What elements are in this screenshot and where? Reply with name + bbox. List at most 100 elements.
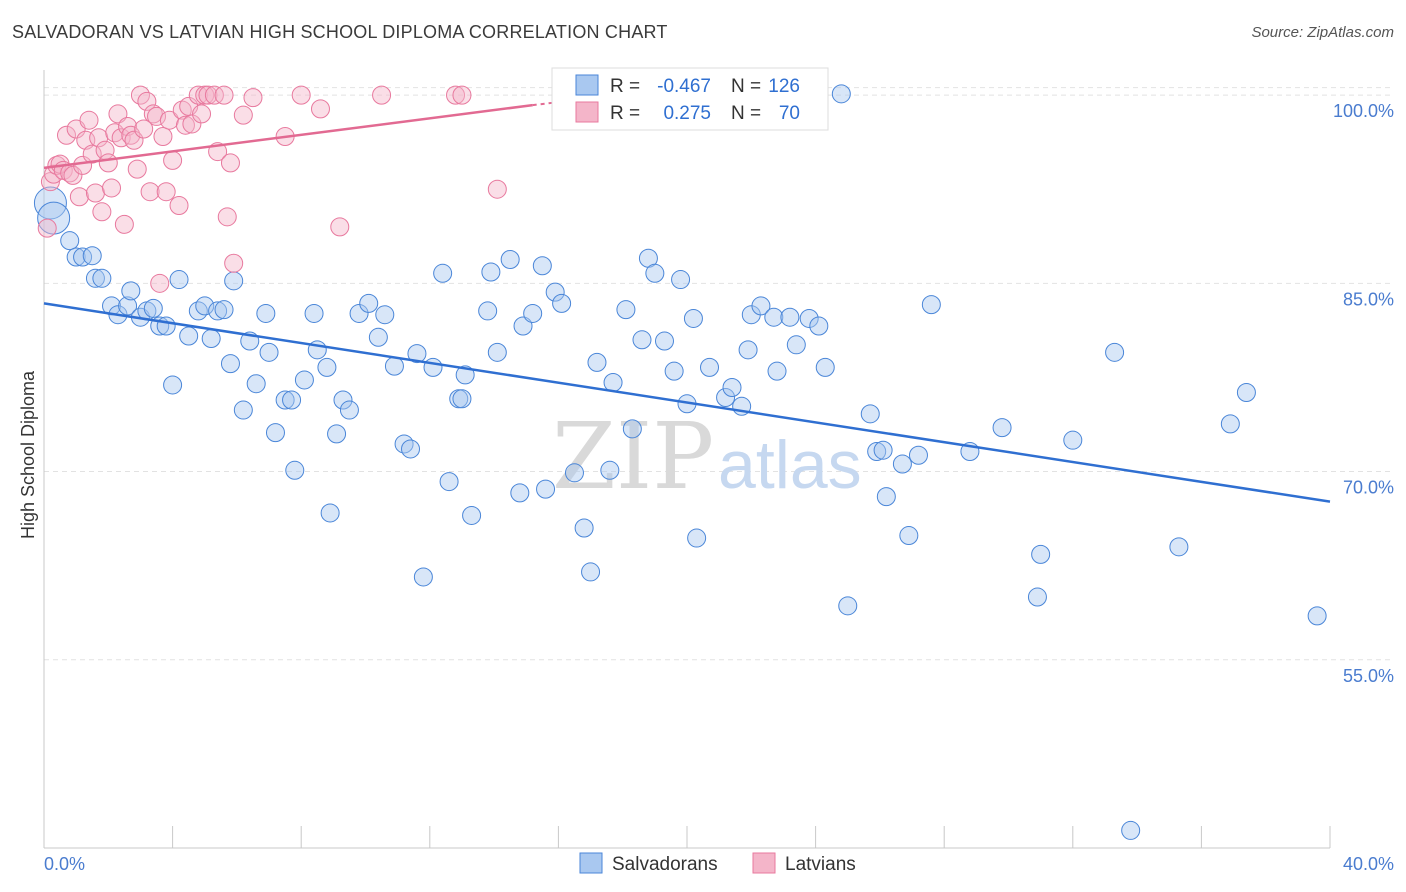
latvian-point xyxy=(150,273,170,293)
salvadoran-point xyxy=(265,423,285,443)
latvian-point xyxy=(79,110,99,130)
latvian-point xyxy=(147,106,167,126)
salvadoran-point xyxy=(1121,820,1141,840)
salvadoran-point xyxy=(510,483,530,503)
latvian-point xyxy=(140,182,160,202)
salvadoran-point xyxy=(700,357,720,377)
legend-r-value-1: -0.467 xyxy=(657,76,711,97)
salvadoran-point xyxy=(767,361,787,381)
salvadoran-point xyxy=(867,441,887,461)
legend-r-label-1: R = xyxy=(610,76,640,97)
latvian-point xyxy=(92,202,112,222)
salvadoran-point xyxy=(860,404,880,424)
legend-salvadorans-label: Salvadorans xyxy=(612,854,718,875)
latvian-point xyxy=(198,85,218,105)
stats-legend: R = -0.467 N = 126 R = 0.275 N = 70 xyxy=(551,67,829,131)
legend-swatch-blue xyxy=(575,74,599,96)
salvadoran-point xyxy=(121,281,141,301)
salvadoran-point xyxy=(195,296,215,316)
latvians-trend-line xyxy=(43,103,533,170)
salvadoran-point xyxy=(317,357,337,377)
salvadoran-point xyxy=(60,231,80,251)
latvian-point xyxy=(169,196,189,216)
salvadoran-point xyxy=(616,300,636,320)
y-tick-label: 55.0% xyxy=(1343,666,1394,686)
salvadoran-point xyxy=(462,505,482,525)
legend-n-label-2: N = xyxy=(731,103,761,124)
salvadoran-point xyxy=(320,503,340,523)
salvadoran-point xyxy=(256,303,276,323)
salvadoran-point xyxy=(738,340,758,360)
salvadoran-point xyxy=(523,303,543,323)
salvadoran-point xyxy=(1220,414,1240,434)
salvadoran-point xyxy=(632,330,652,350)
salvadoran-point xyxy=(163,375,183,395)
salvadoran-point xyxy=(992,418,1012,438)
salvadoran-point xyxy=(394,434,414,454)
latvian-point xyxy=(175,115,195,135)
salvadoran-point xyxy=(876,487,896,507)
salvadoran-point xyxy=(908,445,928,465)
salvadoran-point xyxy=(294,370,314,390)
latvian-point xyxy=(134,119,154,139)
salvadoran-point xyxy=(282,390,302,410)
legend-latvians-swatch xyxy=(752,852,776,874)
salvadoran-point xyxy=(143,298,163,318)
salvadoran-point xyxy=(564,463,584,483)
salvadoran-point xyxy=(751,296,771,316)
salvadoran-point xyxy=(574,518,594,538)
salvadoran-point xyxy=(873,440,893,460)
salvadoran-point xyxy=(169,270,189,290)
salvadoran-point xyxy=(921,295,941,315)
latvian-point xyxy=(204,85,224,105)
salvadoran-point xyxy=(1031,544,1051,564)
salvadoran-point xyxy=(82,246,102,266)
salvadoran-point xyxy=(275,390,295,410)
salvadoran-point xyxy=(532,256,552,276)
salvadoran-point xyxy=(375,305,395,325)
salvadoran-point xyxy=(654,331,674,351)
source-label: Source: ZipAtlas.com xyxy=(1251,24,1394,41)
latvian-point xyxy=(214,85,234,105)
latvian-point xyxy=(446,85,466,105)
salvadoran-point xyxy=(214,300,234,320)
salvadoran-point xyxy=(179,326,199,346)
salvadoran-point xyxy=(1027,587,1047,607)
salvadoran-point xyxy=(622,419,642,439)
salvadoran-point xyxy=(603,372,623,392)
legend-swatch-pink xyxy=(575,101,599,123)
y-tick-label: 100.0% xyxy=(1333,101,1394,121)
salvadoran-point xyxy=(359,293,379,313)
salvadoran-point xyxy=(85,268,105,288)
latvian-point xyxy=(372,85,392,105)
latvian-point xyxy=(37,218,57,238)
salvadoran-point xyxy=(201,329,221,349)
salvadoran-point xyxy=(1307,606,1327,626)
x-tick-label-max: 40.0% xyxy=(1343,854,1394,874)
latvian-point xyxy=(69,187,89,207)
salvadoran-point xyxy=(1236,382,1256,402)
watermark-zip: ZIP xyxy=(552,403,714,510)
salvadoran-point xyxy=(722,377,742,397)
latvian-point xyxy=(163,150,183,170)
x-tick-marks xyxy=(43,826,1331,848)
salvadoran-point xyxy=(259,342,279,362)
latvian-point xyxy=(102,178,122,198)
salvadoran-point xyxy=(645,263,665,283)
salvadoran-point xyxy=(838,596,858,616)
legend-n-value-2: 70 xyxy=(779,103,800,124)
latvian-point xyxy=(452,85,472,105)
salvadoran-point xyxy=(815,357,835,377)
salvadoran-point xyxy=(188,301,208,321)
salvadoran-point xyxy=(587,352,607,372)
salvadoran-point xyxy=(156,316,176,336)
salvadoran-point xyxy=(339,400,359,420)
salvadoran-point xyxy=(33,186,67,220)
salvadoran-point xyxy=(1063,430,1083,450)
latvian-point xyxy=(82,144,102,164)
latvian-point xyxy=(85,183,105,203)
salvadoran-point xyxy=(764,307,784,327)
latvian-point xyxy=(137,91,157,111)
salvadorans-points xyxy=(33,84,1327,840)
salvadoran-point xyxy=(899,526,919,546)
